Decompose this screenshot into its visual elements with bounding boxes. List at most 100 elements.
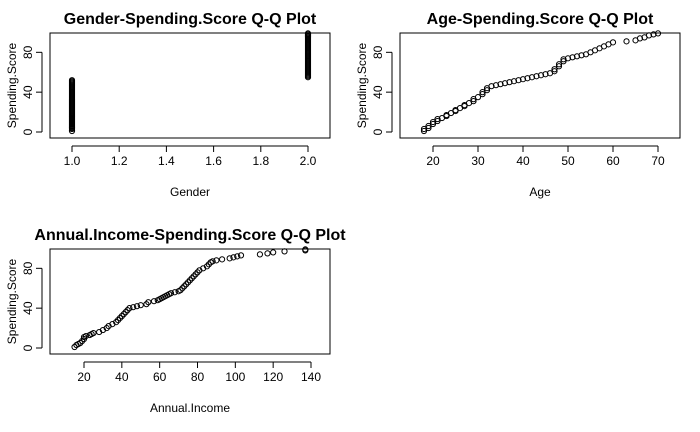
x-tick-label: 20 [426,154,440,168]
data-point [483,87,491,94]
data-point [519,76,527,83]
data-point [264,250,271,257]
gender-qq-plot: Gender-Spending.Score Q-Q Plot Gender Sp… [5,11,331,199]
plot-frame [399,32,681,139]
x-tick-label: 70 [651,154,665,168]
data-point [143,301,150,308]
data-point [528,74,536,81]
x-tick-label: 40 [115,370,129,384]
data-point [71,343,78,351]
data-point [429,118,437,126]
data-point [474,94,482,101]
y-axis-label: Spending.Score [5,42,19,128]
data-point [623,38,630,45]
data-point [190,273,197,280]
data-point [281,248,288,255]
data-point [116,315,124,322]
data-point [555,61,563,68]
data-point [90,329,97,337]
data-point [560,56,567,63]
data-point [510,78,518,85]
y-axis: 0 40 80 [21,45,43,135]
x-axis: 20 30 40 50 60 70 [426,145,665,168]
y-axis-label: Spending.Score [5,258,19,344]
x-tick-label: 1.8 [252,154,269,168]
data-point [177,287,184,294]
x-tick-label: 2.0 [300,154,317,168]
data-point [167,290,175,297]
data-point [434,115,441,123]
data-point [183,281,190,288]
data-point [218,256,226,263]
data-point [569,54,576,61]
chart-title: Age-Spending.Score Q-Q Plot [427,11,654,28]
x-axis-label: Age [529,185,551,199]
data-points [71,246,309,351]
y-tick-label: 80 [21,45,35,59]
data-point [501,80,509,87]
x-tick-label: 100 [225,370,245,384]
data-point [118,313,125,320]
x-tick-label: 60 [606,154,620,168]
data-point [654,30,662,37]
x-axis: 1.0 1.2 1.4 1.6 1.8 2.0 [64,145,317,168]
y-tick-label: 80 [21,261,35,275]
x-tick-label: 1.4 [158,154,175,168]
data-point [234,253,241,260]
data-point [186,277,194,284]
data-point [551,66,558,73]
data-point [133,303,141,310]
data-point [114,317,122,324]
y-tick-label: 40 [21,301,35,315]
data-point [205,261,212,268]
data-point [420,127,428,135]
data-point [145,299,152,306]
data-point [237,252,245,259]
data-point [560,58,567,65]
data-point [650,31,657,38]
x-axis: 20 40 60 80 100 120 140 [77,361,321,384]
data-point [203,263,211,270]
data-point [515,77,522,84]
data-point [551,68,558,75]
y-tick-label: 0 [371,128,385,135]
x-tick-label: 1.6 [205,154,222,168]
data-point [270,249,277,256]
x-tick-label: 1.0 [64,154,81,168]
y-axis: 0 40 80 [371,45,393,135]
data-point [130,304,137,311]
data-point [555,63,563,70]
data-point [492,82,500,89]
age-qq-plot: Age-Spending.Score Q-Q Plot Age Spending… [355,11,681,199]
x-tick-label: 120 [263,370,283,384]
data-point [537,72,545,79]
plot-frame [49,248,331,355]
chart-title: Annual.Income-Spending.Score Q-Q Plot [34,227,346,244]
data-point [425,124,432,132]
data-point [226,255,233,262]
data-point [77,339,84,347]
data-points [420,30,662,135]
data-point [506,79,513,86]
data-point [302,246,309,253]
data-point [636,35,644,42]
chart-title: Gender-Spending.Score Q-Q Plot [64,11,317,28]
data-point [434,117,441,125]
y-tick-label: 0 [21,344,35,351]
data-point [192,271,199,278]
data-point [103,324,110,332]
data-point [420,125,428,133]
y-tick-label: 40 [371,85,385,99]
data-point [150,298,158,305]
data-point [213,257,220,264]
data-point [179,285,186,292]
data-point [82,332,89,340]
annual-income-qq-plot: Annual.Income-Spending.Score Q-Q Plot An… [5,227,346,415]
x-axis-label: Gender [170,185,210,199]
data-point [533,73,540,80]
data-point [256,251,264,258]
data-point [113,319,120,326]
data-point [126,305,133,312]
data-point [609,39,617,46]
data-point [209,258,216,265]
